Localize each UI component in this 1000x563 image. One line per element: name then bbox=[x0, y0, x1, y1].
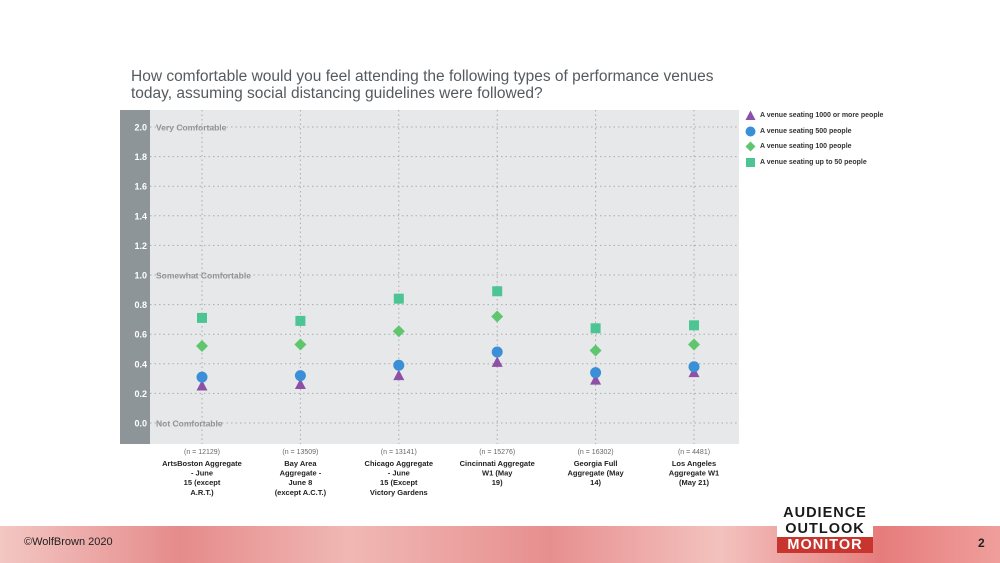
chart-area: 0.0 0.2 0.4 0.6 0.8 1.0 1.2 1.4 1.6 1.8 2.0 Very Co… bbox=[120, 110, 739, 497]
comfort-level-annotation: Not Comfortable bbox=[156, 419, 223, 429]
audience-outlook-monitor-logo: AUDIENCE OUTLOOK MONITOR bbox=[777, 505, 873, 563]
point-circle bbox=[688, 361, 700, 373]
category-label: Georgia Full bbox=[574, 459, 618, 468]
category-label: Aggregate - bbox=[280, 469, 322, 478]
category-label: Bay Area bbox=[284, 459, 317, 468]
y-axis-band bbox=[120, 110, 150, 444]
category-label: 19) bbox=[492, 478, 503, 487]
category-label: Cincinnati Aggregate bbox=[460, 459, 535, 468]
point-diamond bbox=[491, 310, 504, 323]
point-triangle bbox=[196, 380, 208, 391]
point-square bbox=[393, 293, 404, 304]
page-number: 2 bbox=[978, 536, 985, 550]
point-square bbox=[590, 323, 601, 334]
legend: A venue seating 1000 or more people A ven… bbox=[745, 108, 883, 170]
point-circle bbox=[491, 346, 503, 358]
point-circle bbox=[196, 371, 208, 383]
copyright-text: ©WolfBrown 2020 bbox=[24, 536, 113, 548]
y-tick-label: 0.8 bbox=[134, 300, 147, 310]
y-tick-label: 1.4 bbox=[134, 211, 147, 221]
chart-title: How comfortable would you feel attending… bbox=[131, 68, 714, 102]
y-tick-label: 0.4 bbox=[134, 359, 147, 369]
legend-label: A venue seating 1000 or more people bbox=[760, 112, 884, 120]
point-circle bbox=[590, 367, 602, 379]
category-n-label: (n = 13141) bbox=[381, 449, 417, 456]
legend-item: A venue seating 1000 or more people bbox=[745, 108, 883, 124]
point-triangle bbox=[294, 378, 306, 390]
point-circle bbox=[294, 370, 306, 382]
point-diamond bbox=[589, 344, 602, 357]
category-label: Chicago Aggregate bbox=[365, 459, 433, 468]
category-label: Aggregate (May bbox=[567, 469, 624, 478]
category-label: A.R.T.) bbox=[190, 488, 214, 497]
point-square bbox=[197, 312, 207, 323]
point-diamond bbox=[392, 325, 405, 338]
logo-line-3: MONITOR bbox=[777, 537, 873, 553]
y-tick-label: 1.6 bbox=[134, 182, 147, 192]
point-triangle bbox=[590, 374, 602, 385]
logo-line-1: AUDIENCE bbox=[777, 505, 873, 521]
point-square bbox=[689, 320, 699, 331]
category-label: Los Angeles bbox=[672, 459, 716, 468]
legend-label: A venue seating up to 50 people bbox=[760, 158, 867, 166]
category-label: - June bbox=[191, 469, 213, 478]
y-tick-label: 1.0 bbox=[134, 271, 147, 281]
category-label: 14) bbox=[590, 478, 601, 487]
point-circle bbox=[393, 359, 405, 371]
legend-item: A venue seating 100 people bbox=[745, 139, 883, 155]
point-triangle bbox=[491, 356, 503, 367]
y-tick-label: 0.0 bbox=[134, 419, 147, 429]
category-n-label: (n = 16302) bbox=[578, 449, 614, 456]
y-tick-label: 0.6 bbox=[134, 330, 147, 340]
category-label: (May 21) bbox=[679, 478, 710, 487]
point-square bbox=[492, 286, 503, 297]
logo-line-2: OUTLOOK bbox=[777, 521, 873, 537]
point-triangle bbox=[393, 369, 405, 381]
point-diamond bbox=[294, 338, 307, 351]
category-n-label: (n = 12129) bbox=[184, 449, 220, 456]
legend-triangle-icon bbox=[745, 110, 756, 121]
category-label: 15 (Except bbox=[380, 478, 418, 487]
category-label: June 8 bbox=[289, 478, 313, 487]
category-label: ArtsBoston Aggregate bbox=[162, 459, 242, 468]
category-n-label: (n = 13509) bbox=[282, 449, 318, 456]
legend-diamond-icon bbox=[745, 141, 756, 152]
category-label: Aggregate W1 bbox=[669, 469, 719, 478]
category-label: 15 (except bbox=[184, 478, 221, 487]
legend-item: A venue seating 500 people bbox=[745, 124, 883, 140]
legend-square-icon bbox=[746, 157, 755, 167]
plot-background bbox=[120, 110, 739, 444]
point-diamond bbox=[196, 340, 208, 353]
comfort-level-annotation: Somewhat Comfortable bbox=[156, 271, 251, 281]
legend-item: A venue seating up to 50 people bbox=[745, 155, 883, 171]
point-square bbox=[295, 315, 306, 326]
category-label: - June bbox=[388, 469, 410, 478]
y-tick-label: 1.2 bbox=[134, 241, 147, 251]
category-label: (except A.C.T.) bbox=[275, 488, 327, 497]
point-diamond bbox=[688, 338, 700, 351]
y-tick-label: 0.2 bbox=[134, 389, 147, 399]
legend-label: A venue seating 100 people bbox=[760, 143, 852, 151]
legend-circle-icon bbox=[745, 126, 756, 137]
y-tick-label: 1.8 bbox=[134, 152, 147, 162]
category-n-label: (n = 15276) bbox=[479, 449, 515, 456]
comfort-level-annotation: Very Comfortable bbox=[156, 123, 227, 133]
y-tick-label: 2.0 bbox=[134, 123, 147, 133]
legend-label: A venue seating 500 people bbox=[760, 127, 852, 135]
category-label: W1 (May bbox=[482, 469, 513, 478]
category-n-label: (n = 4481) bbox=[678, 449, 710, 456]
category-label: Victory Gardens bbox=[370, 488, 428, 497]
